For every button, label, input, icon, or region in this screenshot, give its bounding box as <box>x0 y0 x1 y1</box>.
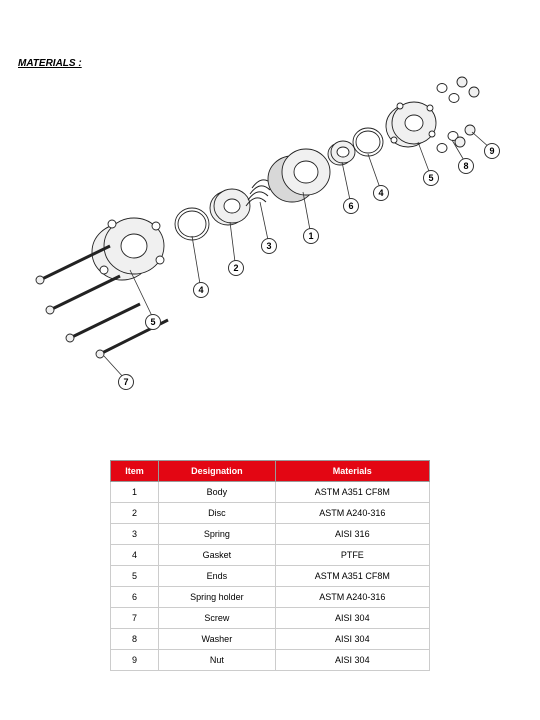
table-row: 6Spring holderASTM A240-316 <box>111 587 430 608</box>
col-designation: Designation <box>159 461 276 482</box>
table-row: 4GasketPTFE <box>111 545 430 566</box>
callout-5-right: 5 <box>423 170 439 186</box>
table-row: 7ScrewAISI 304 <box>111 608 430 629</box>
callout-7: 7 <box>118 374 134 390</box>
callout-2: 2 <box>228 260 244 276</box>
col-materials: Materials <box>275 461 429 482</box>
table-row: 1BodyASTM A351 CF8M <box>111 482 430 503</box>
table-row: 2DiscASTM A240-316 <box>111 503 430 524</box>
parts-svg <box>0 70 540 390</box>
callout-8: 8 <box>458 158 474 174</box>
section-title: MATERIALS : <box>18 58 82 69</box>
callout-6: 6 <box>343 198 359 214</box>
materials-table: Item Designation Materials 1BodyASTM A35… <box>110 460 430 671</box>
callout-5-left: 5 <box>145 314 161 330</box>
table-row: 9NutAISI 304 <box>111 650 430 671</box>
table-row: 3SpringAISI 316 <box>111 524 430 545</box>
col-item: Item <box>111 461 159 482</box>
table-row: 5EndsASTM A351 CF8M <box>111 566 430 587</box>
callout-9: 9 <box>484 143 500 159</box>
callout-4-right: 4 <box>373 185 389 201</box>
table-row: 8WasherAISI 304 <box>111 629 430 650</box>
callout-4-left: 4 <box>193 282 209 298</box>
callout-3: 3 <box>261 238 277 254</box>
exploded-diagram: 1 2 3 4 4 5 5 6 7 8 9 <box>0 70 540 390</box>
callout-1: 1 <box>303 228 319 244</box>
